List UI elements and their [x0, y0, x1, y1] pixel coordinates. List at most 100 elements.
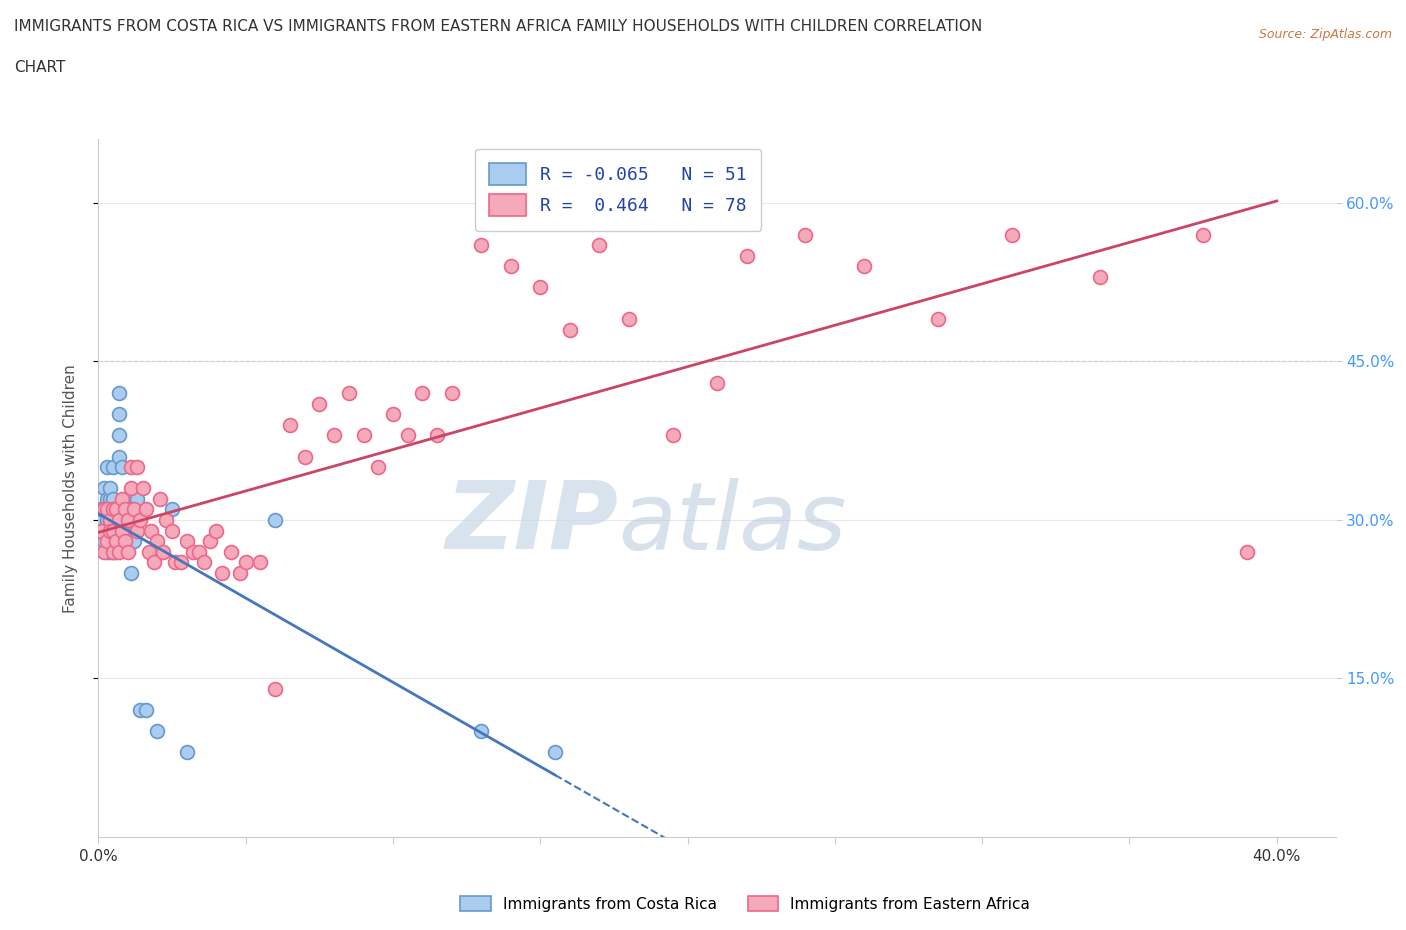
- Point: [114, 523, 136, 538]
- Point: [141, 523, 163, 538]
- Point: [735, 248, 758, 263]
- Point: [101, 544, 124, 559]
- Point: [98, 512, 121, 527]
- Point: [163, 555, 186, 570]
- Point: [176, 534, 198, 549]
- Point: [264, 682, 287, 697]
- Point: [98, 491, 121, 506]
- Point: [617, 312, 640, 326]
- Point: [426, 428, 449, 443]
- Point: [181, 544, 204, 559]
- Point: [98, 481, 121, 496]
- Point: [96, 544, 118, 559]
- Point: [101, 459, 124, 474]
- Point: [117, 502, 139, 517]
- Point: [120, 565, 142, 580]
- Point: [108, 406, 131, 421]
- Y-axis label: Family Households with Children: Family Households with Children: [63, 364, 77, 613]
- Point: [146, 534, 169, 549]
- Point: [128, 703, 150, 718]
- Point: [108, 544, 131, 559]
- Point: [111, 512, 134, 527]
- Point: [93, 502, 115, 517]
- Point: [337, 386, 360, 401]
- Point: [794, 227, 817, 242]
- Point: [128, 512, 150, 527]
- Point: [111, 491, 134, 506]
- Text: CHART: CHART: [14, 60, 66, 75]
- Point: [294, 449, 316, 464]
- Point: [662, 428, 685, 443]
- Point: [176, 745, 198, 760]
- Point: [1001, 227, 1024, 242]
- Point: [211, 565, 233, 580]
- Point: [382, 406, 405, 421]
- Point: [927, 312, 949, 326]
- Point: [411, 386, 433, 401]
- Point: [105, 502, 128, 517]
- Point: [138, 544, 160, 559]
- Point: [90, 502, 112, 517]
- Point: [105, 512, 128, 527]
- Point: [96, 491, 118, 506]
- Point: [125, 523, 148, 538]
- Point: [131, 481, 153, 496]
- Point: [101, 512, 124, 527]
- Point: [853, 259, 876, 273]
- Point: [544, 745, 567, 760]
- Point: [98, 523, 121, 538]
- Point: [235, 555, 257, 570]
- Point: [499, 259, 522, 273]
- Point: [264, 512, 287, 527]
- Point: [114, 502, 136, 517]
- Point: [101, 502, 124, 517]
- Point: [120, 481, 142, 496]
- Point: [105, 544, 128, 559]
- Point: [308, 396, 330, 411]
- Point: [90, 523, 112, 538]
- Point: [101, 491, 124, 506]
- Point: [96, 523, 118, 538]
- Point: [219, 544, 242, 559]
- Point: [96, 502, 118, 517]
- Point: [105, 502, 128, 517]
- Point: [98, 523, 121, 538]
- Point: [101, 523, 124, 538]
- Point: [114, 534, 136, 549]
- Point: [152, 544, 174, 559]
- Point: [440, 386, 463, 401]
- Point: [98, 502, 121, 517]
- Point: [143, 555, 166, 570]
- Point: [367, 459, 389, 474]
- Point: [278, 418, 301, 432]
- Point: [105, 523, 128, 538]
- Point: [396, 428, 419, 443]
- Point: [249, 555, 271, 570]
- Point: [111, 523, 134, 538]
- Point: [120, 459, 142, 474]
- Point: [193, 555, 215, 570]
- Point: [146, 724, 169, 738]
- Point: [114, 491, 136, 506]
- Point: [96, 502, 118, 517]
- Point: [125, 459, 148, 474]
- Point: [101, 502, 124, 517]
- Point: [323, 428, 346, 443]
- Point: [135, 703, 157, 718]
- Point: [108, 386, 131, 401]
- Point: [101, 544, 124, 559]
- Point: [93, 534, 115, 549]
- Point: [98, 534, 121, 549]
- Point: [108, 428, 131, 443]
- Point: [135, 502, 157, 517]
- Point: [353, 428, 375, 443]
- Point: [117, 512, 139, 527]
- Text: atlas: atlas: [619, 478, 846, 568]
- Point: [90, 512, 112, 527]
- Point: [229, 565, 252, 580]
- Point: [111, 459, 134, 474]
- Point: [470, 238, 492, 253]
- Point: [529, 280, 551, 295]
- Point: [122, 534, 145, 549]
- Point: [98, 512, 121, 527]
